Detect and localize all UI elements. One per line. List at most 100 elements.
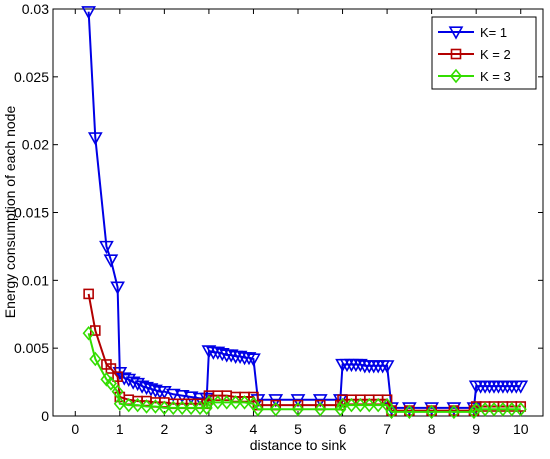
data-point [167,400,180,416]
data-point [334,401,347,417]
x-tick-label: 0 [71,421,79,437]
y-axis-label: Energy consumption of each node [2,106,18,319]
legend-item-2: K = 2 [438,47,511,62]
data-point [81,6,96,20]
data-point [202,395,215,410]
y-axis-ticks: 0 0.005 0.01 0.015 0.02 0.025 0.03 [14,1,543,424]
data-point [385,404,398,420]
data-point [174,390,190,404]
series-3 [82,325,527,420]
data-point [100,372,113,387]
x-tick-label: 2 [160,421,168,437]
data-point [372,397,385,413]
data-point [201,345,217,359]
data-point [149,399,162,414]
data-point [514,401,527,417]
x-tick-label: 1 [116,421,124,437]
data-point [176,400,189,416]
data-point [479,401,492,417]
data-point [232,350,248,364]
data-point [246,353,261,367]
legend-item-1: K= 1 [438,25,507,40]
legend: K= 1 K = 2 K = 3 [431,16,537,90]
data-point [447,404,460,420]
x-axis-ticks: 0 1 2 3 4 5 6 7 8 9 10 [71,9,529,437]
data-point [505,401,518,417]
x-tick-label: 10 [513,421,529,437]
data-point [103,254,119,268]
y-tick-label: 0.015 [14,205,49,221]
y-tick-label: 0.03 [22,1,49,17]
data-point [165,388,181,402]
series-layer [81,6,529,420]
data-point [140,399,153,414]
data-point [238,395,251,410]
data-point [104,376,117,391]
data-point [112,371,123,382]
data-point [110,281,125,295]
data-point [513,380,529,394]
data-point [131,397,144,413]
data-point [403,404,416,420]
data-point [345,397,358,413]
data-point [82,325,95,341]
data-point [223,349,239,363]
x-tick-label: 9 [472,421,480,437]
data-point [269,401,282,417]
data-point [336,397,349,413]
data-point [185,400,198,416]
data-point [363,397,376,413]
data-point [83,288,94,300]
data-point [354,397,367,413]
data-point [229,395,242,410]
legend-marker [450,48,462,60]
data-point [87,132,103,146]
y-tick-label: 0.01 [22,272,49,288]
y-tick-label: 0 [41,408,49,424]
data-point [467,404,480,420]
legend-marker [448,26,464,40]
data-point [105,363,117,374]
data-point [487,401,501,417]
x-axis-label: distance to sink [250,437,347,453]
data-point [214,347,230,362]
data-point [379,360,395,374]
data-point [89,351,102,367]
data-point [111,384,124,399]
data-point [291,401,305,417]
data-point [143,383,159,397]
y-tick-label: 0.02 [22,137,49,153]
x-tick-label: 4 [250,421,258,437]
legend-label: K = 2 [480,47,511,62]
data-point [148,384,163,398]
data-point [353,358,368,373]
legend-label: K = 3 [480,69,511,84]
data-point [314,401,327,417]
series-1 [81,6,529,416]
data-point [251,401,264,417]
y-tick-label: 0.005 [14,340,49,356]
y-tick-label: 0.025 [14,69,49,85]
data-point [241,352,257,366]
x-tick-label: 6 [339,421,347,437]
data-point [122,397,135,413]
data-point [211,395,224,410]
data-point [139,381,154,396]
data-point [99,240,114,255]
data-point [113,396,126,412]
data-point [470,401,483,417]
data-point [220,395,233,410]
data-point [158,400,171,416]
legend-item-3: K = 3 [438,68,511,84]
data-point [183,391,199,405]
data-point [210,346,226,360]
x-tick-label: 8 [428,421,436,437]
legend-label: K= 1 [480,25,507,40]
data-point [157,385,172,400]
data-point [425,404,438,420]
x-tick-label: 5 [294,421,302,437]
data-point [496,401,509,417]
legend-marker [449,68,463,84]
x-tick-label: 7 [383,421,391,437]
